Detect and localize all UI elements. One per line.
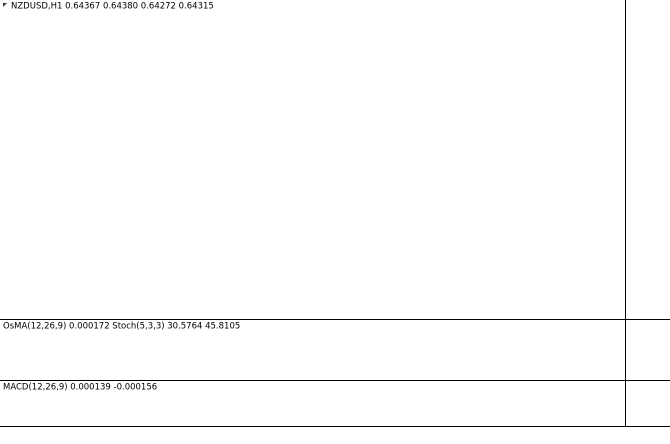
symbol-icon	[3, 3, 7, 7]
panel-title: MACD(12,26,9) 0.000139 -0.000156	[3, 383, 157, 393]
chart-title: NZDUSD,H1 0.64367 0.64380 0.64272 0.6431…	[11, 2, 214, 12]
text-layer: NZDUSD,H1 0.64367 0.64380 0.64272 0.6431…	[3, 2, 240, 393]
panel-title: OsMA(12,26,9) 0.000172 Stoch(5,3,3) 30.5…	[3, 322, 240, 332]
